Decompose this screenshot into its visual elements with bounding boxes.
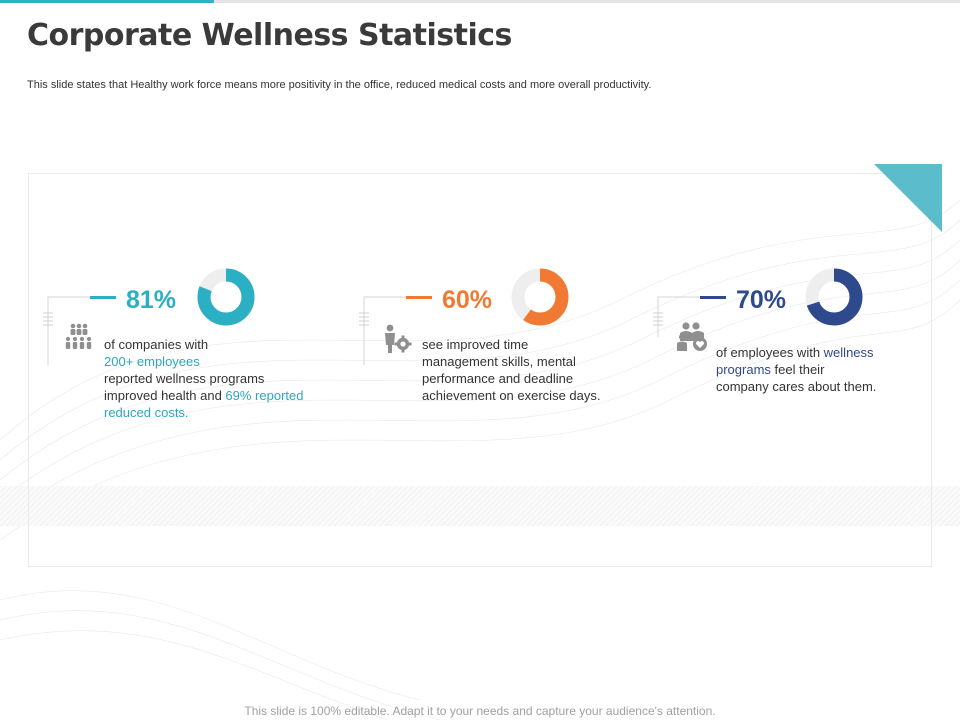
slide-footer: This slide is 100% editable. Adapt it to… — [244, 704, 716, 718]
stat-card-employees-cared: 70% of employees with wellness programs … — [650, 255, 950, 455]
desc-line: feel their — [770, 362, 825, 377]
percent-dash — [406, 296, 432, 299]
desc-line: improved health and — [104, 388, 226, 403]
donut-value-arc — [197, 268, 255, 326]
desc-highlight: 69% reported — [225, 388, 304, 403]
person-gear-icon — [385, 324, 412, 353]
percent-label: 70% — [736, 286, 787, 314]
stat-description: of employees with wellness programs feel… — [716, 344, 946, 395]
background-band — [0, 486, 960, 526]
desc-line: see improved time — [422, 337, 529, 352]
stat-description: of companies with 200+ employees reporte… — [104, 336, 334, 421]
slide-title: Corporate Wellness Statistics — [27, 18, 512, 53]
desc-highlight: programs — [716, 362, 771, 377]
donut-value-arc — [511, 268, 569, 326]
stat-card-companies: 81% of companies with 200+ employees rep… — [40, 255, 340, 455]
desc-highlight: reduced costs. — [104, 405, 189, 420]
percent-dash — [700, 296, 726, 299]
desc-line: of employees with — [716, 345, 824, 360]
people-heart-icon — [677, 322, 707, 351]
desc-line: achievement on exercise days. — [422, 388, 601, 403]
donut-chart-81 — [197, 268, 255, 326]
slide-subtitle: This slide states that Healthy work forc… — [27, 79, 652, 91]
stat-card-time-management: 60% see improved time management skills,… — [356, 255, 656, 455]
desc-highlight: 200+ employees — [104, 354, 200, 369]
bracket-line — [43, 296, 90, 365]
desc-line: of companies with — [104, 337, 209, 352]
top-bar-accent — [0, 0, 214, 3]
desc-highlight: wellness — [823, 345, 874, 360]
bracket-line — [359, 296, 406, 365]
percent-label: 81% — [126, 286, 177, 314]
donut-chart-60 — [511, 268, 569, 326]
desc-line: company cares about them. — [716, 379, 877, 394]
content-frame — [28, 173, 932, 567]
desc-line: management skills, mental — [422, 354, 576, 369]
bracket-line — [653, 296, 700, 337]
donut-chart-70 — [805, 268, 863, 326]
donut-value-arc — [805, 268, 863, 326]
people-group-icon — [65, 323, 92, 349]
top-bar — [0, 0, 960, 3]
stat-description: see improved time management skills, men… — [422, 336, 652, 404]
percent-dash — [90, 296, 116, 299]
desc-line: performance and deadline — [422, 371, 574, 386]
corner-triangle — [874, 164, 942, 232]
desc-line: reported wellness programs — [104, 371, 265, 386]
percent-label: 60% — [442, 286, 493, 314]
background-wave-lines — [0, 199, 960, 720]
